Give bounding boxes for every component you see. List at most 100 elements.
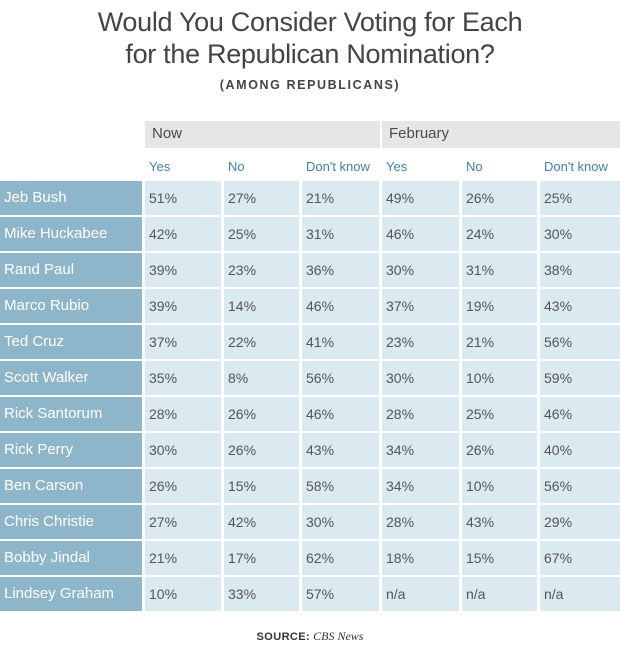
candidate-name: Ted Cruz (0, 325, 142, 359)
value-cell: 27% (145, 505, 221, 539)
value-cell: 18% (382, 541, 459, 575)
value-cell: 27% (224, 181, 299, 215)
value-cell: 43% (462, 505, 537, 539)
value-cell: 40% (540, 433, 620, 467)
value-cell: 15% (462, 541, 537, 575)
value-cell: 46% (540, 397, 620, 431)
value-cell: 36% (302, 253, 379, 287)
column-header: Yes (386, 159, 408, 174)
table-row: Rick Santorum 28% 26% 46% 28% 25% 46% (0, 397, 620, 431)
candidate-name: Bobby Jindal (0, 541, 142, 575)
source-label: SOURCE: (256, 631, 311, 643)
value-cell: 46% (302, 397, 379, 431)
table-row: Bobby Jindal 21% 17% 62% 18% 15% 67% (0, 541, 620, 575)
value-cell: 25% (224, 217, 299, 251)
column-header: Don't know (544, 159, 608, 174)
value-cell: 30% (382, 253, 459, 287)
value-cell: 26% (462, 433, 537, 467)
table-row: Jeb Bush 51% 27% 21% 49% 26% 25% (0, 181, 620, 215)
value-cell: 30% (302, 505, 379, 539)
value-cell: 39% (145, 289, 221, 323)
value-cell: 56% (540, 469, 620, 503)
group-header-label: Now (152, 125, 183, 142)
chart-title-line-2: for the Republican Nomination? (125, 39, 495, 69)
value-cell: 30% (540, 217, 620, 251)
value-cell: 22% (224, 325, 299, 359)
value-cell: 26% (145, 469, 221, 503)
table-row: Mike Huckabee 42% 25% 31% 46% 24% 30% (0, 217, 620, 251)
candidate-name: Chris Christie (0, 505, 142, 539)
table-row: Rand Paul 39% 23% 36% 30% 31% 38% (0, 253, 620, 287)
value-cell: 23% (382, 325, 459, 359)
value-cell: 30% (145, 433, 221, 467)
value-cell: 25% (540, 181, 620, 215)
value-cell: 46% (382, 217, 459, 251)
value-cell: 33% (224, 577, 299, 611)
group-header-label: February (389, 125, 450, 142)
value-cell: 62% (302, 541, 379, 575)
value-cell: 26% (224, 397, 299, 431)
candidate-name: Scott Walker (0, 361, 142, 395)
value-cell: 28% (145, 397, 221, 431)
value-cell: 14% (224, 289, 299, 323)
source-note: SOURCE: CBS News (0, 629, 620, 644)
value-cell: 38% (540, 253, 620, 287)
column-header: Yes (149, 159, 171, 174)
value-cell: 51% (145, 181, 221, 215)
value-cell: 19% (462, 289, 537, 323)
group-header-bar (382, 121, 620, 148)
column-header: No (466, 159, 483, 174)
value-cell: 43% (302, 433, 379, 467)
value-cell: 21% (145, 541, 221, 575)
candidate-name: Rick Perry (0, 433, 142, 467)
value-cell: 30% (382, 361, 459, 395)
value-cell: 59% (540, 361, 620, 395)
value-cell: 26% (224, 433, 299, 467)
value-cell: 21% (462, 325, 537, 359)
value-cell: 37% (145, 325, 221, 359)
table-row: Scott Walker 35% 8% 56% 30% 10% 59% (0, 361, 620, 395)
chart-title: Would You Consider Voting for Each for t… (0, 6, 620, 70)
candidate-name: Marco Rubio (0, 289, 142, 323)
value-cell: 28% (382, 397, 459, 431)
value-cell: 43% (540, 289, 620, 323)
value-cell: 58% (302, 469, 379, 503)
table-row: Chris Christie 27% 42% 30% 28% 43% 29% (0, 505, 620, 539)
value-cell: 24% (462, 217, 537, 251)
value-cell: 56% (540, 325, 620, 359)
value-cell: 10% (462, 361, 537, 395)
table-row: Ted Cruz 37% 22% 41% 23% 21% 56% (0, 325, 620, 359)
value-cell: 31% (462, 253, 537, 287)
table-row: Rick Perry 30% 26% 43% 34% 26% 40% (0, 433, 620, 467)
value-cell: 26% (462, 181, 537, 215)
value-cell: 25% (462, 397, 537, 431)
column-header: No (228, 159, 245, 174)
candidate-name: Ben Carson (0, 469, 142, 503)
value-cell: 10% (145, 577, 221, 611)
chart-title-line-1: Would You Consider Voting for Each (97, 7, 523, 37)
chart-subtitle: (AMONG REPUBLICANS) (219, 78, 401, 92)
value-cell: 17% (224, 541, 299, 575)
value-cell: 39% (145, 253, 221, 287)
value-cell: 31% (302, 217, 379, 251)
value-cell: n/a (382, 577, 459, 611)
value-cell: 8% (224, 361, 299, 395)
candidate-name: Rick Santorum (0, 397, 142, 431)
source-name: CBS News (313, 629, 364, 643)
value-cell: 34% (382, 433, 459, 467)
value-cell: 10% (462, 469, 537, 503)
candidate-name: Mike Huckabee (0, 217, 142, 251)
value-cell: 23% (224, 253, 299, 287)
value-cell: 46% (302, 289, 379, 323)
table-row: Ben Carson 26% 15% 58% 34% 10% 56% (0, 469, 620, 503)
value-cell: 67% (540, 541, 620, 575)
value-cell: 49% (382, 181, 459, 215)
value-cell: n/a (462, 577, 537, 611)
value-cell: 15% (224, 469, 299, 503)
value-cell: 57% (302, 577, 379, 611)
value-cell: n/a (540, 577, 620, 611)
value-cell: 29% (540, 505, 620, 539)
candidate-name: Lindsey Graham (0, 577, 142, 611)
value-cell: 21% (302, 181, 379, 215)
value-cell: 35% (145, 361, 221, 395)
